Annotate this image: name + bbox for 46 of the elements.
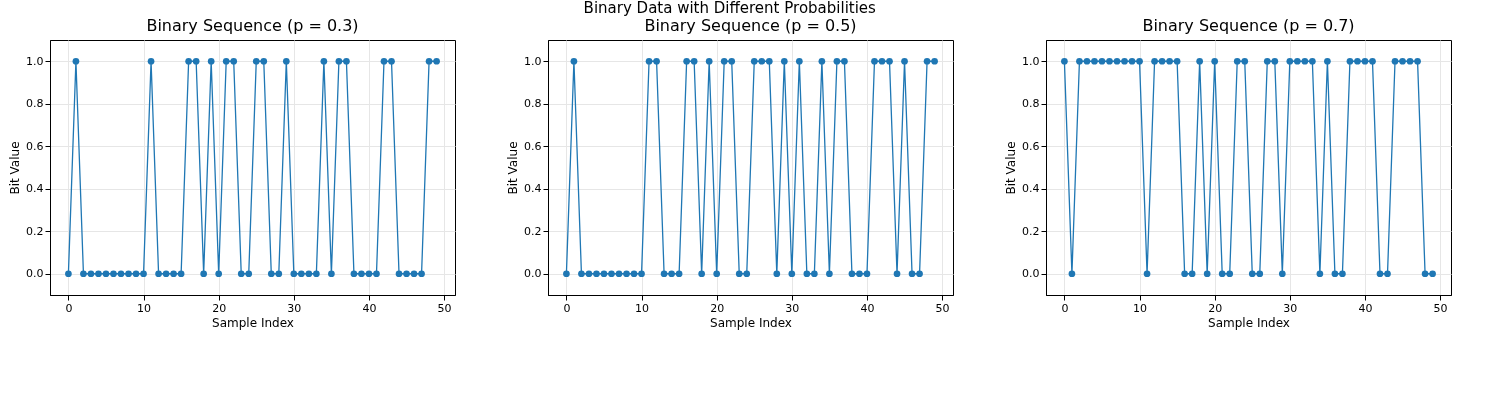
y-tick-label: 0.6 <box>1022 139 1040 153</box>
x-tick-label: 0 <box>1061 301 1069 315</box>
y-axis-title: Bit Value <box>506 141 521 195</box>
y-tick-label: 0.0 <box>26 267 44 281</box>
y-tick-label: 0.2 <box>1022 224 1040 238</box>
x-tick-label: 40 <box>860 301 875 315</box>
y-tick-label: 1.0 <box>1022 54 1040 68</box>
x-tick-label: 40 <box>362 301 377 315</box>
x-tick-label: 20 <box>212 301 227 315</box>
y-axis-title: Bit Value <box>1004 141 1019 195</box>
x-tick-label: 10 <box>137 301 152 315</box>
y-tick-label: 0.2 <box>524 224 542 238</box>
y-tick-label: 0.4 <box>26 182 44 196</box>
x-axis-title: Sample Index <box>710 315 792 330</box>
text: Binary Data with Different Probabilities <box>583 0 877 17</box>
x-tick-label: 10 <box>635 301 650 315</box>
y-tick-label: 1.0 <box>524 54 542 68</box>
x-tick-label: 50 <box>1433 301 1448 315</box>
y-axis-title: Bit Value <box>8 141 23 195</box>
y-tick-label: 0.8 <box>524 97 542 111</box>
y-tick-label: 0.6 <box>524 139 542 153</box>
x-tick-label: 30 <box>287 301 302 315</box>
x-tick-label: 30 <box>785 301 800 315</box>
y-tick-label: 0.8 <box>1022 97 1040 111</box>
y-tick-label: 0.6 <box>26 139 44 153</box>
x-tick-label: 40 <box>1358 301 1373 315</box>
x-tick-label: 0 <box>563 301 571 315</box>
y-tick-label: 0.8 <box>26 97 44 111</box>
x-tick-label: 50 <box>935 301 950 315</box>
x-axis-title: Sample Index <box>1208 315 1290 330</box>
y-tick-label: 0.4 <box>1022 182 1040 196</box>
x-axis-title: Sample Index <box>212 315 294 330</box>
y-tick-label: 1.0 <box>26 54 44 68</box>
chart-title: Binary Sequence (p = 0.3) <box>146 16 359 35</box>
y-tick-label: 0.0 <box>524 267 542 281</box>
x-tick-label: 50 <box>437 301 452 315</box>
y-tick-label: 0.0 <box>1022 267 1040 281</box>
x-tick-label: 30 <box>1283 301 1298 315</box>
x-tick-label: 20 <box>1208 301 1223 315</box>
x-tick-label: 0 <box>65 301 73 315</box>
chart-title: Binary Sequence (p = 0.5) <box>644 16 857 35</box>
y-tick-label: 0.4 <box>524 182 542 196</box>
y-tick-label: 0.2 <box>26 224 44 238</box>
x-tick-label: 20 <box>710 301 725 315</box>
x-tick-label: 10 <box>1133 301 1148 315</box>
chart-title: Binary Sequence (p = 0.7) <box>1142 16 1355 35</box>
